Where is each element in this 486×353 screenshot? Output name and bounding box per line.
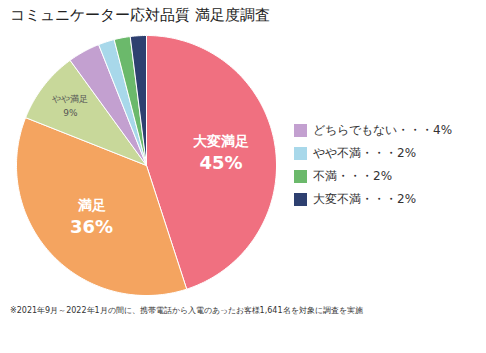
html-text:やや不満・・・2%: やや不満・・・2% [313,146,416,160]
html-text:不満・・・2%: 不満・・・2% [313,169,392,183]
html-text:どちらでもない・・・4%: どちらでもない・・・4% [313,123,452,137]
svg-text:9%: 9% [63,108,78,118]
html-text:※2021年9月～2022年1月の間に、携帯電話から入電のあ: ※2021年9月～2022年1月の間に、携帯電話から入電のあったお客様1,641… [10,306,363,315]
svg-text:大変満足: 大変満足 [193,133,249,149]
svg-text:満足: 満足 [77,197,106,213]
svg-text:やや満足: やや満足 [52,94,88,104]
html-text:大変不満・・・2%: 大変不満・・・2% [313,192,416,206]
svg-text:45%: 45% [199,152,242,173]
svg-text:36%: 36% [70,216,113,237]
html-text:コミュニケーター応対品質 満足度調査: コミュニケーター応対品質 満足度調査 [10,6,270,24]
